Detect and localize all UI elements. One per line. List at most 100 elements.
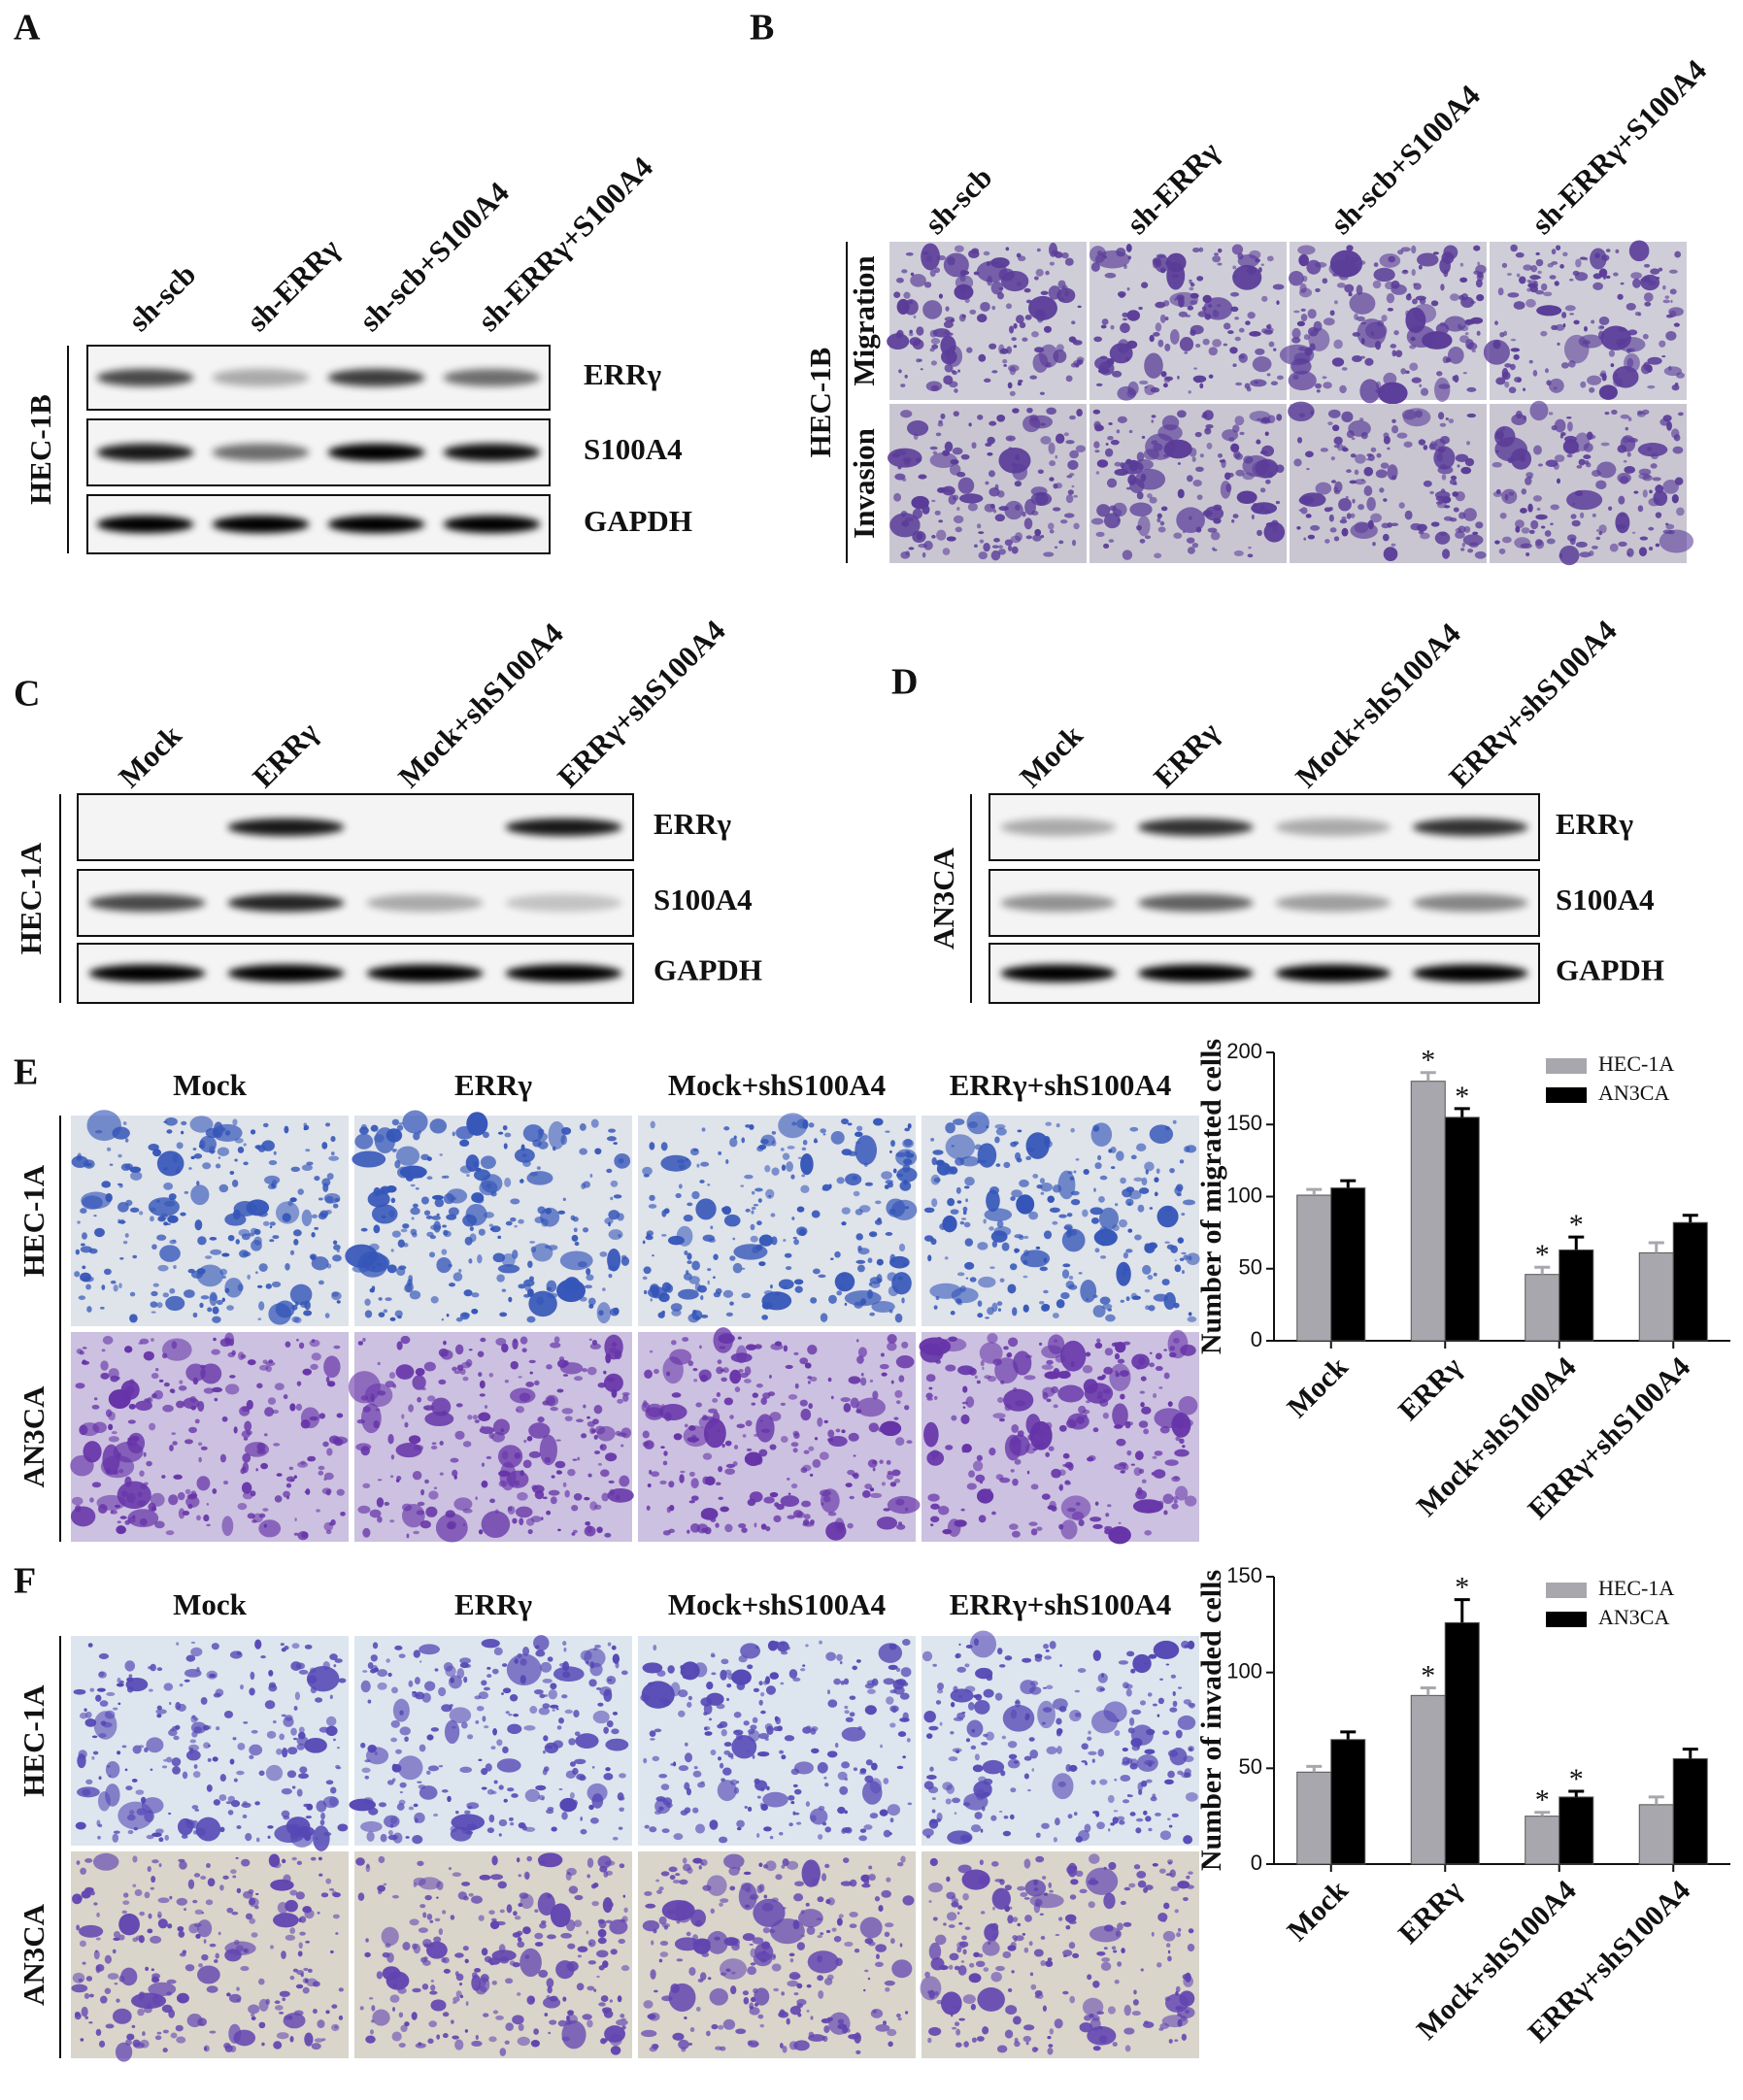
stained-cell xyxy=(1160,506,1168,512)
stained-cell xyxy=(876,1258,884,1266)
stained-cell xyxy=(213,1692,221,1698)
stained-cell xyxy=(357,1892,365,1901)
stained-cell xyxy=(267,1397,277,1405)
stained-cell xyxy=(544,1694,549,1697)
stained-cell xyxy=(603,1370,607,1375)
stained-cell xyxy=(974,544,978,549)
stained-cell xyxy=(333,1244,341,1250)
stained-cell xyxy=(430,1727,439,1732)
stained-cell xyxy=(251,1729,258,1734)
stained-cell xyxy=(643,1289,648,1295)
stained-cell xyxy=(761,1315,769,1320)
stained-cell xyxy=(1063,513,1075,518)
stained-cell xyxy=(770,1213,776,1217)
stained-cell xyxy=(164,1834,170,1841)
stained-cell xyxy=(1390,344,1397,349)
stained-cell xyxy=(1168,1824,1173,1828)
stained-cell xyxy=(150,1216,154,1222)
stained-cell xyxy=(309,1416,318,1421)
stained-cell xyxy=(1411,377,1422,383)
stained-cell xyxy=(1185,1145,1197,1153)
stained-cell xyxy=(849,1695,856,1700)
stained-cell xyxy=(567,2010,575,2017)
stained-cell xyxy=(895,1437,905,1447)
stained-cell xyxy=(542,1703,551,1709)
stained-cell xyxy=(146,1737,164,1753)
stained-cell xyxy=(994,1136,1000,1144)
stained-cell xyxy=(654,1798,671,1815)
stained-cell xyxy=(1156,1168,1160,1174)
lane-label: sh-ERRγ xyxy=(240,231,347,338)
stained-cell xyxy=(1120,1774,1131,1782)
stained-cell xyxy=(523,1725,536,1731)
stained-cell xyxy=(1611,409,1618,416)
stained-cell xyxy=(593,1504,602,1510)
stained-cell xyxy=(1154,1408,1185,1429)
stained-cell xyxy=(325,1725,338,1737)
stained-cell xyxy=(1172,1700,1178,1708)
stained-cell xyxy=(1398,502,1405,509)
stained-cell xyxy=(1035,1832,1041,1838)
stained-cell xyxy=(1170,1674,1177,1679)
stained-cell xyxy=(1123,1251,1129,1259)
micrograph xyxy=(1089,404,1287,563)
stained-cell xyxy=(780,1148,785,1151)
stained-cell xyxy=(412,1943,418,1950)
stained-cell xyxy=(439,1153,443,1156)
stained-cell xyxy=(986,261,991,266)
stained-cell xyxy=(1383,435,1391,445)
stained-cell xyxy=(807,1381,811,1384)
stained-cell xyxy=(567,1943,576,1950)
stained-cell xyxy=(823,1419,828,1423)
stained-cell xyxy=(902,1164,911,1173)
stained-cell xyxy=(688,1500,695,1504)
stained-cell xyxy=(910,274,926,287)
stained-cell xyxy=(401,1414,405,1419)
stained-cell xyxy=(1423,445,1428,450)
column-label: Mock xyxy=(173,1587,248,1621)
stained-cell xyxy=(481,1786,487,1790)
stained-cell xyxy=(774,1291,781,1296)
stained-cell xyxy=(1207,304,1213,308)
stained-cell xyxy=(1043,1644,1049,1650)
stained-cell xyxy=(1179,1159,1185,1164)
stained-cell xyxy=(1018,255,1026,262)
stained-cell xyxy=(1101,1374,1106,1380)
stained-cell xyxy=(1099,1296,1111,1305)
stained-cell xyxy=(600,1995,609,2003)
stained-cell xyxy=(424,1479,429,1484)
stained-cell xyxy=(1044,1655,1053,1660)
stained-cell xyxy=(709,1819,719,1830)
stained-cell xyxy=(1104,1525,1113,1531)
stained-cell xyxy=(139,1911,146,1917)
stained-cell xyxy=(1429,490,1434,495)
stained-cell xyxy=(1126,340,1138,350)
stained-cell xyxy=(845,1826,853,1834)
stained-cell xyxy=(1592,545,1598,550)
stained-cell xyxy=(1405,370,1410,375)
stained-cell xyxy=(1546,538,1556,545)
stained-cell xyxy=(492,1727,498,1736)
stained-cell xyxy=(1155,322,1162,332)
stained-cell xyxy=(1125,1296,1130,1302)
stained-cell xyxy=(841,1726,866,1742)
stained-cell xyxy=(603,1688,613,1702)
stained-cell xyxy=(1229,291,1240,297)
stained-cell xyxy=(282,1858,286,1864)
stained-cell xyxy=(1363,466,1374,477)
stained-cell xyxy=(242,1814,248,1819)
stained-cell xyxy=(1108,539,1115,543)
stained-cell xyxy=(978,531,985,535)
stained-cell xyxy=(1212,255,1222,263)
stained-cell xyxy=(235,1945,244,1952)
stained-cell xyxy=(453,1370,461,1375)
stained-cell xyxy=(442,1224,447,1228)
stained-cell xyxy=(1155,1813,1161,1817)
stained-cell xyxy=(683,1214,693,1222)
stained-cell xyxy=(1303,537,1307,541)
stained-cell xyxy=(716,1391,721,1397)
stained-cell xyxy=(1598,316,1610,325)
stained-cell xyxy=(1177,1715,1196,1730)
stained-cell xyxy=(1360,338,1365,345)
stained-cell xyxy=(671,1392,682,1398)
